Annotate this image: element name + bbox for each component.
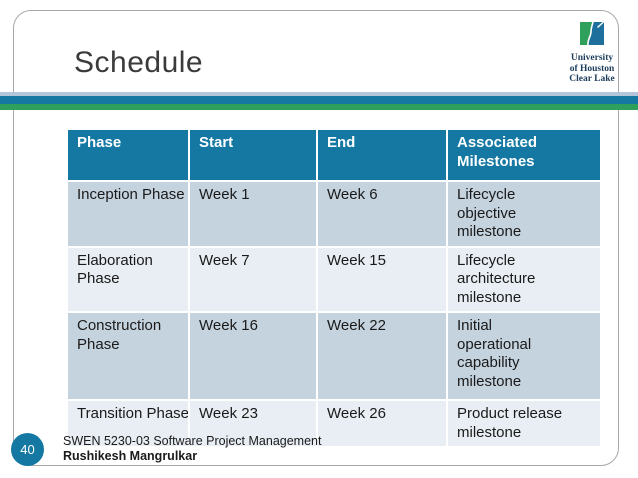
uhcl-logo-icon [580,22,604,45]
table-cell: Lifecycle architecture milestone [448,247,600,313]
table-row: Transition Phase Week 23 Week 26 Product… [68,401,600,446]
header-cell-end: End [318,130,448,182]
accent-stripe-band [0,92,638,110]
page-title: Schedule [74,46,204,79]
table-cell: Week 22 [318,313,448,401]
header-cell-associated-milestones: Associated Milestones [448,130,600,182]
table-cell: Week 16 [190,313,318,401]
table-cell: Construction Phase [68,313,190,401]
table-cell: Inception Phase [68,182,190,248]
footer-author-text: Rushikesh Mangrulkar [63,448,198,463]
slide-frame-border [13,10,619,466]
table-cell: Week 23 [190,401,318,446]
table-cell: Week 6 [318,182,448,248]
header-cell-phase: Phase [68,130,190,182]
table-cell: Week 26 [318,401,448,446]
stripe-light-blue [0,92,638,96]
uhcl-logo: University of Houston Clear Lake [556,22,628,85]
page-number-badge: 40 [11,433,44,466]
stripe-teal [0,96,638,104]
table-cell: Transition Phase [68,401,190,446]
uhcl-logo-line3: Clear Lake [569,74,615,84]
header-cell-start: Start [190,130,318,182]
table-cell: Product release milestone [448,401,600,446]
table-cell: Week 1 [190,182,318,248]
table-row: Elaboration Phase Week 7 Week 15 Lifecyc… [68,247,600,313]
table-cell: Elaboration Phase [68,247,190,313]
table-cell: Week 15 [318,247,448,313]
table-cell: Initial operational capability milestone [448,313,600,401]
uhcl-logo-line1: University [570,53,614,63]
table-row: Inception Phase Week 1 Week 6 Lifecycle … [68,182,600,248]
footer-course-text: SWEN 5230-03 Software Project Management [63,434,322,448]
uhcl-logo-line2: of Houston [569,63,615,74]
table-header-row: Phase Start End Associated Milestones [68,130,600,182]
uhcl-logo-text: University of Houston Clear Lake [556,53,628,85]
schedule-table: Phase Start End Associated Milestones In… [68,130,600,446]
slide-footer: SWEN 5230-03 Software Project Management… [63,434,321,463]
table-cell: Week 7 [190,247,318,313]
stripe-green [0,104,638,110]
table-row: Construction Phase Week 16 Week 22 Initi… [68,313,600,401]
table-cell: Lifecycle objective milestone [448,182,600,248]
